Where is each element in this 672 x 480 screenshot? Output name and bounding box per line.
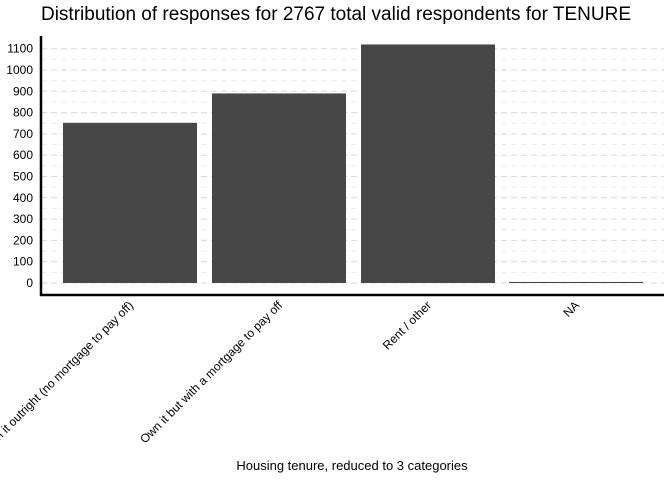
x-tick-label: Own it but with a mortgage to pay off <box>137 298 285 446</box>
x-axis-title: Housing tenure, reduced to 3 categories <box>236 458 468 473</box>
x-tick-label: NA <box>560 298 582 320</box>
y-tick-label: 0 <box>26 276 33 290</box>
y-tick-label: 700 <box>13 127 33 141</box>
y-tick-label: 100 <box>13 255 33 269</box>
x-tick-label: Own it outright (no mortgage to pay off) <box>0 298 136 455</box>
y-tick-label: 400 <box>13 191 33 205</box>
y-tick-label: 1000 <box>6 63 33 77</box>
y-tick-label: 900 <box>13 84 33 98</box>
y-tick-label: 300 <box>13 212 33 226</box>
bars <box>63 44 643 284</box>
y-axis-ticks: 0 100 200 300 400 500 600 700 800 900 1000 1100 <box>6 42 33 290</box>
bar <box>361 44 495 283</box>
x-axis-ticks: Own it outright (no mortgage to pay off)… <box>0 298 582 456</box>
x-tick-label: Rent / other <box>380 298 434 352</box>
y-tick-label: 500 <box>13 170 33 184</box>
y-tick-label: 600 <box>13 148 33 162</box>
bar <box>212 93 346 284</box>
y-tick-label: 1100 <box>7 42 33 56</box>
chart-title: Distribution of responses for 2767 total… <box>40 4 631 25</box>
y-tick-label: 800 <box>13 106 33 120</box>
y-tick-label: 200 <box>13 233 33 247</box>
bar <box>63 122 197 283</box>
bar <box>509 281 643 283</box>
